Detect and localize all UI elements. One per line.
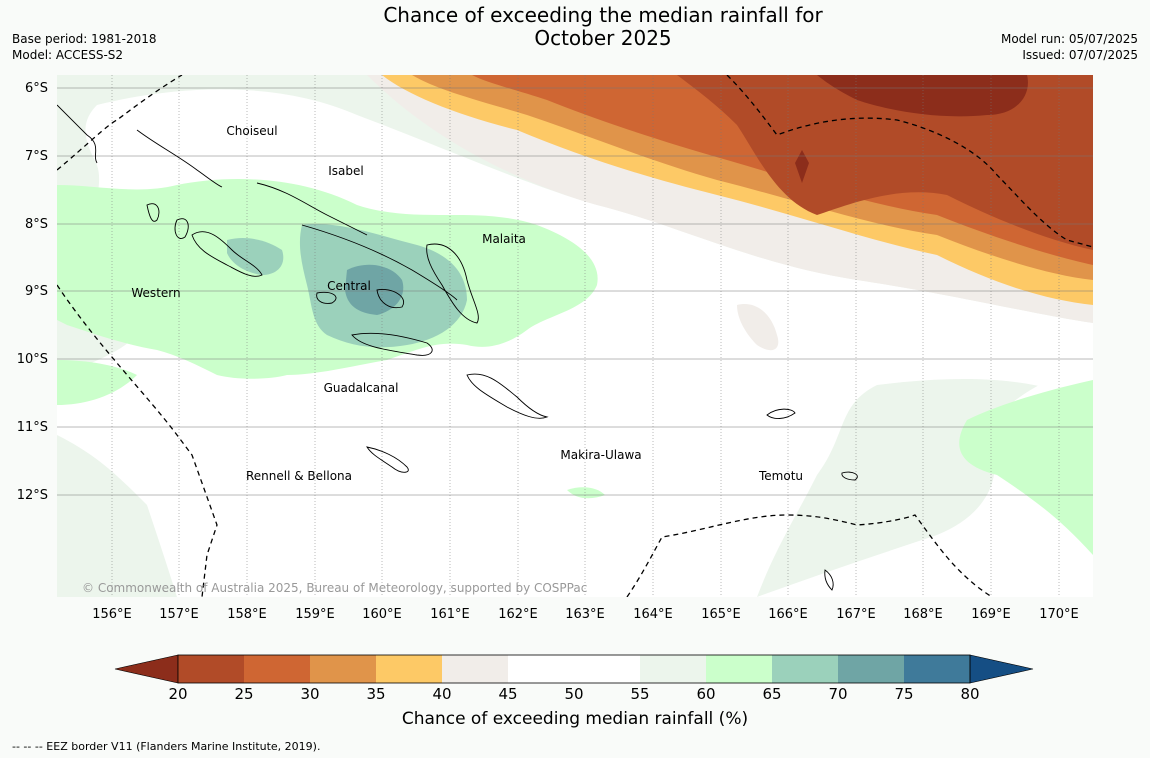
map-title: Chance of exceeding the median rainfall … — [0, 4, 1150, 50]
lon-label-158e: 158°E — [227, 607, 267, 622]
colorbar-tick-35: 35 — [366, 685, 386, 703]
lon-label-167e: 167°E — [836, 607, 876, 622]
shade-60-65-east — [959, 380, 1093, 555]
colorbar-tick-65: 65 — [762, 685, 782, 703]
province-temotu: Temotu — [758, 469, 803, 483]
lat-label-6s: 6°S — [24, 81, 48, 96]
lon-label-170e: 170°E — [1039, 607, 1079, 622]
colorbar-tick-45: 45 — [498, 685, 518, 703]
colorbar-tick-20: 20 — [168, 685, 188, 703]
colorbar-title: Chance of exceeding median rainfall (%) — [401, 709, 749, 729]
shade-60-65-west — [57, 360, 137, 405]
shade-65-70-west — [227, 238, 284, 275]
shade-40-45-patch — [737, 304, 779, 351]
colorbar-tick-55: 55 — [630, 685, 650, 703]
colorbar-tick-30: 30 — [300, 685, 320, 703]
province-choiseul: Choiseul — [226, 124, 277, 138]
colorbar-cell — [574, 655, 640, 683]
lat-label-12s: 12°S — [16, 488, 48, 503]
eez-border — [57, 75, 1093, 597]
title-line-1: Chance of exceeding the median rainfall … — [383, 3, 823, 27]
colorbar-cell — [904, 655, 970, 683]
colorbar-tick-50: 50 — [564, 685, 584, 703]
shade-below-20-small — [795, 150, 809, 183]
colorbar-tick-70: 70 — [828, 685, 848, 703]
shade-below-20 — [817, 75, 1028, 117]
meta-left: Base period: 1981-2018 Model: ACCESS-S2 — [12, 31, 157, 63]
model-name: Model: ACCESS-S2 — [12, 48, 124, 62]
copyright-notice: © Commonwealth of Australia 2025, Bureau… — [82, 581, 587, 595]
colorbar — [114, 654, 1034, 684]
model-run: Model run: 05/07/2025 — [1000, 32, 1138, 46]
base-period: Base period: 1981-2018 — [12, 32, 157, 46]
lon-label-168e: 168°E — [903, 607, 943, 622]
lon-label-159e: 159°E — [295, 607, 335, 622]
colorbar-cell — [244, 655, 310, 683]
colorbar-tick-75: 75 — [894, 685, 914, 703]
lon-label-156e: 156°E — [92, 607, 132, 622]
shade-70-75 — [345, 264, 404, 315]
colorbar-tick-80: 80 — [960, 685, 980, 703]
colorbar-cell — [376, 655, 442, 683]
colorbar-border — [177, 654, 971, 684]
province-guadalcanal: Guadalcanal — [324, 381, 399, 395]
province-central: Central — [327, 279, 371, 293]
colorbar-cell — [706, 655, 772, 683]
lon-label-160e: 160°E — [362, 607, 402, 622]
lon-label-164e: 164°E — [633, 607, 673, 622]
colorbar-tick-40: 40 — [432, 685, 452, 703]
province-makira-ulawa: Makira-Ulawa — [560, 448, 641, 462]
lat-label-8s: 8°S — [24, 217, 48, 232]
lat-label-9s: 9°S — [24, 284, 48, 299]
colorbar-cell — [442, 655, 508, 683]
province-rennell-bellona: Rennell & Bellona — [246, 469, 352, 483]
map-panel: Choiseul Isabel Malaita Western Central … — [57, 75, 1093, 597]
colorbar-extend-low — [114, 654, 179, 684]
colorbar-tick-25: 25 — [234, 685, 254, 703]
colorbar-cell — [508, 655, 574, 683]
colorbar-tick-60: 60 — [696, 685, 716, 703]
lon-label-163e: 163°E — [565, 607, 605, 622]
issued-date: Issued: 07/07/2025 — [1022, 48, 1138, 62]
colorbar-cell — [838, 655, 904, 683]
lat-label-10s: 10°S — [16, 352, 48, 367]
colorbar-cell — [640, 655, 706, 683]
shade-20-25 — [677, 75, 1093, 250]
lat-label-7s: 7°S — [24, 149, 48, 164]
lon-label-162e: 162°E — [498, 607, 538, 622]
colorbar-extend-high — [969, 654, 1034, 684]
lat-label-11s: 11°S — [16, 420, 48, 435]
colorbar-cell — [178, 655, 244, 683]
lon-label-169e: 169°E — [971, 607, 1011, 622]
lon-label-165e: 165°E — [701, 607, 741, 622]
map-canvas: Choiseul Isabel Malaita Western Central … — [57, 75, 1093, 597]
graticule — [57, 75, 1093, 597]
colorbar-cell — [772, 655, 838, 683]
province-isabel: Isabel — [328, 164, 363, 178]
eez-footnote: -- -- -- EEZ border V11 (Flanders Marine… — [12, 740, 321, 753]
colorbar-cell — [310, 655, 376, 683]
shade-60-65-small — [567, 487, 605, 499]
lon-label-157e: 157°E — [159, 607, 199, 622]
province-malaita: Malaita — [482, 232, 526, 246]
lon-label-161e: 161°E — [430, 607, 470, 622]
title-line-2: October 2025 — [534, 26, 672, 50]
lon-label-166e: 166°E — [768, 607, 808, 622]
province-western: Western — [131, 286, 180, 300]
meta-right: Model run: 05/07/2025 Issued: 07/07/2025 — [1001, 31, 1138, 63]
coastlines — [57, 104, 858, 591]
